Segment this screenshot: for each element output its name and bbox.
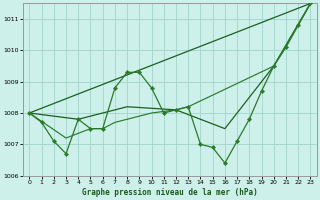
X-axis label: Graphe pression niveau de la mer (hPa): Graphe pression niveau de la mer (hPa) — [82, 188, 258, 197]
